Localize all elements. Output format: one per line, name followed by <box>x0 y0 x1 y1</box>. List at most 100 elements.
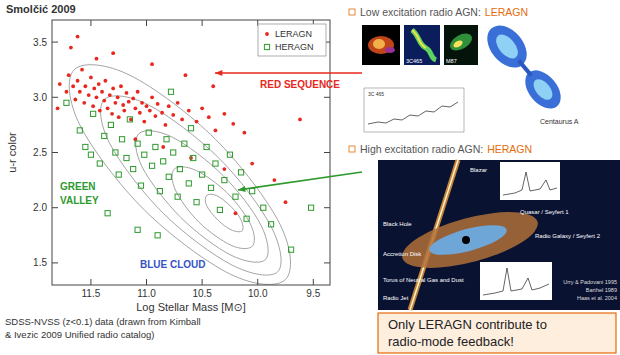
data-point <box>125 91 129 95</box>
legend-marker <box>265 32 269 36</box>
y-tick-right <box>324 152 330 153</box>
caption: SDSS-NVSS (z<0.1) data (drawn from Kimba… <box>5 316 201 327</box>
diagram-label: Radio Galaxy / Seyfert 2 <box>535 233 601 239</box>
radio-core <box>373 39 385 49</box>
diagram-label: Quasar / Seyfert 1 <box>520 209 569 215</box>
diagram-label: Torus of Neutral Gas and Dust <box>383 277 464 283</box>
data-point <box>119 137 124 142</box>
data-point <box>238 170 243 175</box>
radio-image <box>444 25 478 65</box>
spectrum-line <box>503 172 557 195</box>
diagram-label: Black Hole <box>383 221 412 227</box>
data-point <box>71 84 75 88</box>
spectrum-label: 3C 465 <box>368 91 384 97</box>
data-point <box>250 189 255 194</box>
data-point <box>91 104 95 108</box>
radio-lobe <box>447 30 475 54</box>
x-tick <box>202 279 203 285</box>
panel-heading: High excitation radio AGN:HERAGN <box>360 143 532 155</box>
data-point <box>149 163 154 168</box>
data-point <box>131 166 136 171</box>
legend-marker <box>264 44 269 49</box>
data-point <box>127 100 131 104</box>
data-point <box>113 101 117 105</box>
agn-diagram <box>378 160 620 310</box>
data-point <box>102 133 107 138</box>
data-point <box>167 104 171 108</box>
data-point <box>242 131 246 135</box>
agn-black-hole <box>462 236 470 244</box>
data-point <box>244 216 249 221</box>
data-point <box>222 178 227 183</box>
data-point <box>164 123 168 127</box>
data-point <box>213 161 218 166</box>
data-point <box>222 112 226 116</box>
data-point <box>156 102 160 106</box>
density-contour <box>136 131 268 263</box>
spectrum-inset <box>500 162 560 200</box>
data-point <box>105 211 110 216</box>
density-contour <box>101 96 281 275</box>
credit: Haas et al. 2004 <box>577 295 617 301</box>
data-point <box>117 115 121 119</box>
radio-lobe <box>368 36 394 54</box>
data-point <box>77 128 82 133</box>
caption: & Ivezic 2009 Unified radio catalog) <box>5 329 154 340</box>
heading-highlight: LERAGN <box>485 6 528 18</box>
data-point <box>177 166 182 171</box>
data-point <box>214 129 218 133</box>
data-point <box>171 150 176 155</box>
spectrum-line <box>483 268 549 295</box>
data-point <box>87 93 91 97</box>
legend-label: LERAGN <box>275 29 312 39</box>
data-point <box>124 155 129 160</box>
data-point <box>204 144 209 149</box>
data-point <box>110 112 114 116</box>
x-tick-label: 11.0 <box>137 288 156 299</box>
image-label: Centaurus A <box>540 118 579 125</box>
data-point <box>166 174 171 179</box>
data-point <box>200 106 204 110</box>
series-leragn <box>56 35 302 215</box>
data-point <box>83 84 87 88</box>
y-tick-right <box>324 207 330 208</box>
data-point <box>91 111 96 116</box>
diagram-label: Radio Jet <box>383 295 409 301</box>
data-point <box>284 200 288 204</box>
annotation-arrow <box>238 172 362 190</box>
data-point <box>273 178 277 182</box>
data-point <box>207 115 211 119</box>
credit: Barthel 1989 <box>586 287 617 293</box>
data-point <box>217 207 222 212</box>
agn-disk <box>427 219 510 261</box>
radio-lobe <box>385 47 395 53</box>
y-tick <box>52 42 58 43</box>
data-point <box>121 103 125 107</box>
bullet <box>349 9 355 15</box>
data-point <box>116 172 121 177</box>
data-point <box>161 145 165 149</box>
spectrum-line <box>368 102 458 124</box>
annotation: BLUE CLOUD <box>140 259 206 270</box>
data-point <box>222 167 226 171</box>
annotation: GREEN <box>60 181 96 192</box>
data-point <box>184 73 188 77</box>
data-point <box>191 155 196 160</box>
data-point <box>95 95 99 99</box>
data-point <box>134 106 138 110</box>
x-tick <box>146 279 147 285</box>
data-point <box>138 183 143 188</box>
diagram-label: Blazar <box>470 167 487 173</box>
x-tick <box>257 279 258 285</box>
legend-box <box>258 24 326 56</box>
y-tick <box>52 262 58 263</box>
data-point <box>208 185 213 190</box>
data-point <box>67 73 71 77</box>
annotation-arrow <box>215 72 362 74</box>
legend-label: HERAGN <box>275 42 314 52</box>
image-label: M87 <box>446 58 457 64</box>
data-point <box>135 227 140 232</box>
annotation: VALLEY <box>60 195 99 206</box>
data-point <box>146 130 151 135</box>
radio-lobe-core <box>492 31 522 63</box>
